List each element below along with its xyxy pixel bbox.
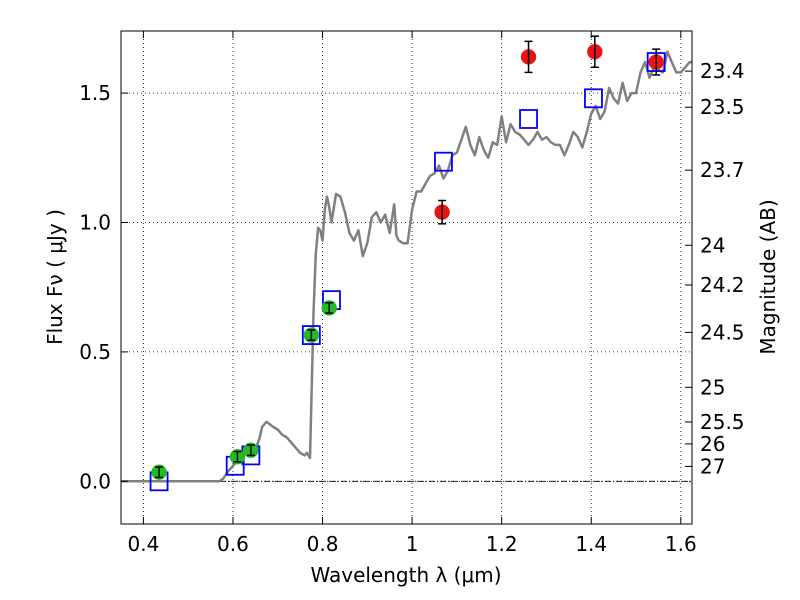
mag-tick-label: 23.4 (700, 59, 745, 83)
mag-tick-label: 24.5 (700, 320, 745, 344)
y-axis-label: Flux Fν ( μJy ) (43, 209, 67, 345)
model-photometry-square (519, 109, 538, 129)
x-tick-label: 1.2 (486, 532, 518, 556)
mag-tick-label: 27 (700, 454, 725, 478)
model-photometry-square (584, 88, 603, 109)
mag-tick-label: 25.5 (700, 410, 745, 434)
axis-ticks: 0.4 0.6 0.8 1 1.2 1.4 1.6 0.0 0.5 1.0 1.5 23.4 23.5 2… (79, 31, 745, 556)
mag-tick-label: 24 (700, 233, 725, 257)
x-tick-label: 1.4 (575, 532, 607, 556)
x-axis-label: Wavelength λ (μm) (310, 563, 501, 587)
x-tick-label: 0.8 (307, 532, 339, 556)
mag-tick-label: 24.2 (700, 273, 745, 297)
mag-tick-label: 26 (700, 432, 725, 456)
x-tick-label: 1.6 (665, 532, 697, 556)
y-tick-label: 0.5 (79, 340, 111, 364)
plot-frame (120, 30, 693, 525)
x-tick-label: 0.6 (217, 532, 249, 556)
model-photometry-square (301, 325, 321, 345)
mag-tick-label: 25 (700, 375, 725, 399)
series-layer (121, 35, 692, 492)
y-tick-label: 1.5 (79, 81, 111, 105)
x-tick-label: 1 (406, 532, 419, 556)
x-tick-label: 0.4 (127, 532, 159, 556)
mag-tick-label: 23.5 (700, 95, 745, 119)
y-axis-right-label: Magnitude (AB) (756, 199, 780, 354)
y-tick-label: 0.0 (79, 469, 111, 493)
y-tick-label: 1.0 (79, 211, 111, 235)
model-photometry-square (434, 151, 453, 172)
mag-tick-label: 23.7 (700, 158, 745, 182)
model-spectrum-line (121, 50, 692, 483)
